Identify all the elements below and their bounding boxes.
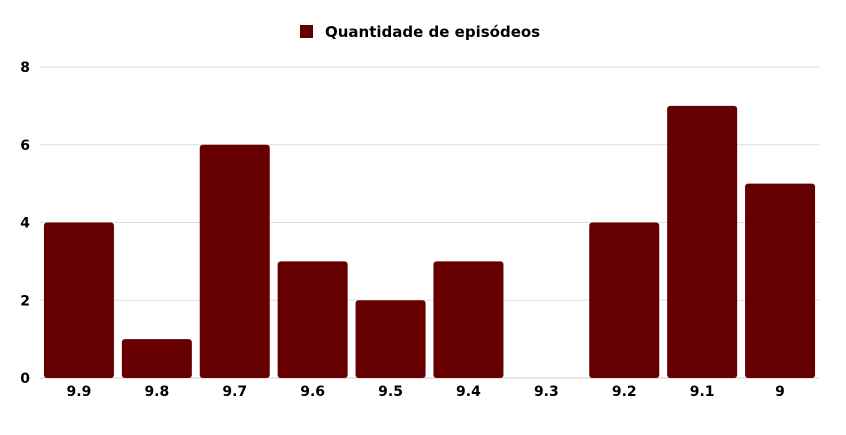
bar-9.1	[667, 105, 738, 378]
bar-9.2	[589, 222, 660, 378]
bar-9.7	[199, 144, 270, 378]
y-tick-label: 6	[20, 138, 30, 154]
y-tick-label: 4	[20, 216, 30, 232]
x-tick-label: 9.9	[67, 384, 92, 400]
x-tick-label: 9.5	[378, 384, 403, 400]
x-tick-label: 9.7	[222, 384, 247, 400]
legend-swatch	[300, 25, 313, 38]
legend: Quantidade de episódeos	[300, 23, 540, 41]
x-tick-label: 9.1	[690, 384, 715, 400]
y-tick-label: 0	[20, 371, 30, 387]
bar-9.9	[43, 222, 114, 378]
legend-label: Quantidade de episódeos	[325, 23, 540, 41]
bars	[43, 105, 816, 378]
y-tick-label: 2	[20, 293, 30, 309]
x-tick-label: 9.6	[300, 384, 325, 400]
y-tick-label: 8	[20, 60, 30, 76]
x-tick-label: 9.8	[144, 384, 169, 400]
x-tick-label: 9.3	[534, 384, 559, 400]
x-tick-label: 9.2	[612, 384, 637, 400]
x-tick-label: 9	[775, 384, 785, 400]
bar-9	[745, 183, 816, 378]
bar-9.8	[121, 339, 192, 378]
bar-9.6	[277, 261, 348, 378]
x-tick-label: 9.4	[456, 384, 481, 400]
x-axis-labels: 9.9 9.8 9.7 9.6 9.5 9.4 9.3 9.2 9.1 9	[67, 384, 785, 400]
y-axis-ticks: 0 2 4 6 8	[20, 60, 30, 387]
bar-9.5	[355, 300, 426, 378]
bar-9.4	[433, 261, 504, 378]
